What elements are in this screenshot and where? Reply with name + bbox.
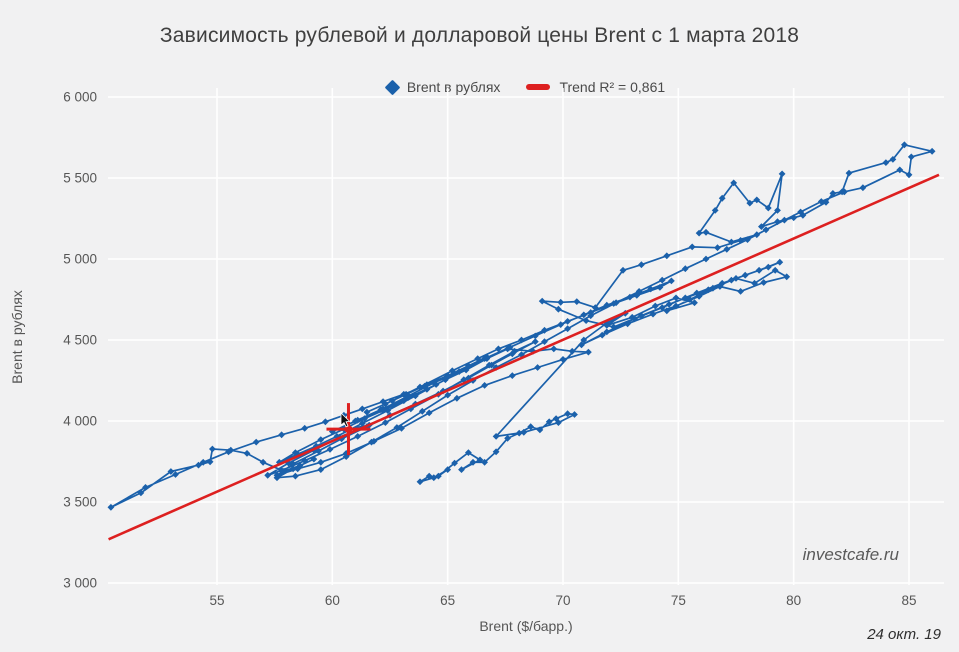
y-tick-label: 4 000 [63, 414, 97, 429]
x-axis-title: Brent ($/барр.) [479, 618, 573, 634]
series-markers [107, 141, 936, 511]
y-tick-label: 4 500 [63, 333, 97, 348]
x-tick-label: 65 [440, 593, 455, 608]
date-label: 24 окт. 19 [867, 626, 941, 643]
x-tick-label: 55 [209, 593, 224, 608]
cursor-arrow-icon [340, 412, 351, 428]
data-series [107, 141, 936, 511]
y-tick-label: 3 000 [63, 576, 97, 591]
watermark: investcafe.ru [802, 545, 899, 564]
x-tick-label: 60 [325, 593, 340, 608]
legend-item-series: Brent в рублях [384, 79, 501, 95]
crosshair-center-dot [344, 425, 353, 434]
legend-series-label: Brent в рублях [406, 79, 501, 95]
y-tick-label: 5 000 [63, 252, 97, 267]
y-axis-title: Brent в рублях [9, 290, 25, 384]
y-tick-label: 3 500 [63, 495, 97, 510]
page-title: Зависимость рублевой и долларовой цены B… [159, 24, 800, 47]
axis-tick-labels: 55 60 65 70 75 80 85 3 000 3 500 4 000 4 500 5 000 5… [63, 90, 916, 609]
x-tick-label: 75 [671, 593, 686, 608]
legend-trend-label: Trend R² = 0,861 [559, 79, 666, 95]
gridlines [108, 88, 944, 585]
trend-dash-icon [526, 84, 551, 90]
crosshair-marker [326, 403, 371, 456]
legend-item-trend: Trend R² = 0,861 [526, 79, 665, 95]
x-tick-label: 85 [901, 593, 916, 608]
x-tick-label: 80 [786, 593, 801, 608]
trend-line [108, 173, 940, 541]
y-tick-label: 6 000 [63, 90, 97, 105]
y-tick-label: 5 500 [63, 171, 97, 186]
trend-line-segment [108, 173, 940, 541]
mouse-cursor [340, 412, 351, 428]
series-line [110, 143, 933, 509]
legend: Brent в рублях Trend R² = 0,861 [108, 76, 944, 98]
x-tick-label: 70 [555, 593, 570, 608]
